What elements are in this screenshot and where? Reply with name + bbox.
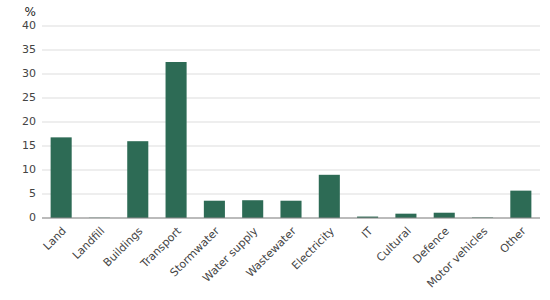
- x-tick-label: Cultural: [374, 225, 414, 265]
- bar: [510, 191, 531, 218]
- y-tick-label: 35: [22, 43, 36, 56]
- y-tick-label: 25: [22, 91, 36, 104]
- grid-line: [42, 218, 540, 219]
- x-tick-label: Other: [497, 224, 529, 256]
- bar: [166, 62, 187, 218]
- grid-line: [42, 122, 540, 123]
- bar: [242, 200, 263, 218]
- chart-container: 0 5 10 15 20 25 30 35 40% LandLandfillBuildingsTr…: [0, 0, 550, 300]
- y-tick-label: 5: [29, 187, 36, 200]
- grid-line: [42, 26, 540, 27]
- bar: [204, 201, 225, 218]
- grid: [42, 26, 540, 218]
- bar: [395, 214, 416, 218]
- bar: [127, 141, 148, 218]
- bar: [319, 175, 340, 218]
- y-tick-label: 20: [22, 115, 36, 128]
- x-tick-label: Land: [41, 225, 69, 253]
- y-tick-label: 0: [29, 211, 36, 224]
- bar: [280, 201, 301, 218]
- y-tick-label: 10: [22, 163, 36, 176]
- x-tick-label: Motor vehicles: [424, 224, 490, 290]
- bar: [51, 137, 72, 218]
- y-tick-label: 40: [22, 19, 36, 32]
- bar: [434, 213, 455, 218]
- y-axis: 0 5 10 15 20 25 30 35 40: [22, 19, 36, 224]
- x-tick-label: Wastewater: [244, 224, 300, 280]
- grid-line: [42, 50, 540, 51]
- y-axis-label: %: [25, 5, 36, 19]
- grid-line: [42, 194, 540, 195]
- bars: [51, 62, 532, 218]
- y-tick-label: 30: [22, 67, 36, 80]
- grid-line: [42, 74, 540, 75]
- grid-line: [42, 146, 540, 147]
- x-tick-label: Landfill: [70, 225, 107, 262]
- grid-line: [42, 98, 540, 99]
- x-axis: LandLandfillBuildingsTransportStormwater…: [41, 224, 529, 290]
- chart: 0 5 10 15 20 25 30 35 40% LandLandfillBuildingsTr…: [0, 0, 550, 300]
- grid-line: [42, 170, 540, 171]
- x-tick-label: Electricity: [289, 224, 337, 272]
- y-tick-label: 15: [22, 139, 36, 152]
- x-tick-label: IT: [359, 224, 375, 240]
- x-axis-line: [42, 218, 540, 219]
